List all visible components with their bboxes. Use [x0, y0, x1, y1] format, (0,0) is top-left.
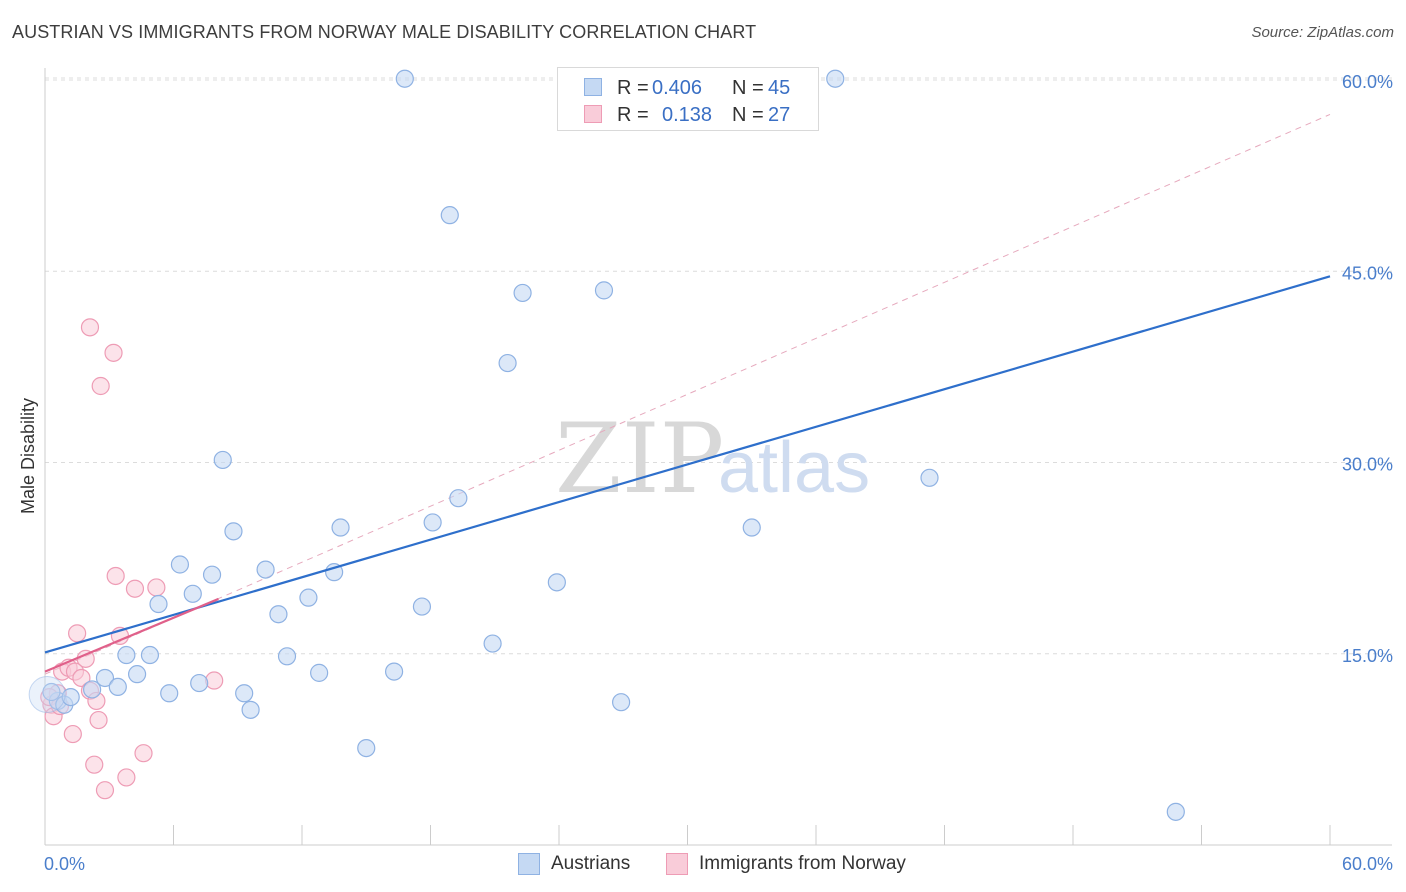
austrian-point	[277, 647, 297, 666]
r-value: 0.138	[662, 104, 713, 126]
y-tick-label: 60.0%	[1342, 72, 1393, 92]
austrian-point	[183, 584, 202, 603]
r-label: R =	[617, 104, 649, 126]
austrian-point	[190, 673, 209, 693]
watermark-zip: ZIP	[555, 403, 724, 515]
norway-points	[40, 318, 224, 800]
austrian-point	[127, 665, 147, 684]
austrian-cluster-point	[28, 676, 66, 714]
pink-swatch-icon	[584, 105, 602, 123]
austrian-point	[384, 662, 404, 681]
austrian-point	[117, 645, 136, 665]
y-tick-label: 30.0%	[1342, 455, 1393, 475]
austrian-point	[83, 680, 102, 699]
norway-point	[125, 579, 145, 598]
norway-point	[80, 318, 100, 337]
austrian-point	[742, 518, 761, 537]
austrian-point	[149, 594, 168, 614]
norway-point	[63, 724, 82, 744]
blue-swatch-icon	[518, 853, 540, 875]
austrian-point	[42, 682, 61, 702]
austrian-point	[325, 563, 344, 582]
austrian-point	[412, 597, 432, 616]
norway-point	[104, 343, 123, 362]
austrian-point	[513, 283, 532, 303]
austrian-point	[1166, 802, 1185, 821]
austrian-point	[95, 668, 115, 688]
austrian-point	[483, 634, 502, 653]
norway-point	[95, 781, 115, 800]
legend-label-norway: Immigrants from Norway	[699, 853, 906, 874]
trend-lines	[44, 275, 1331, 673]
y-axis-label: Male Disability	[18, 398, 38, 514]
austrian-point	[498, 353, 517, 373]
n-value: 27	[768, 104, 791, 126]
stats-legend: R = 0.406 N = 45 R = 0.138 N = 27	[557, 67, 819, 131]
austrian-point	[213, 450, 232, 470]
x-tick-label: 0.0%	[44, 854, 85, 874]
austrian-point	[108, 677, 127, 697]
norway-point	[106, 566, 125, 586]
reference-line	[44, 113, 1331, 675]
norway-point	[205, 671, 224, 690]
norway-point	[68, 624, 87, 643]
y-tick-label: 45.0%	[1342, 263, 1393, 283]
austrian-point	[612, 693, 631, 712]
austrian-point	[826, 69, 845, 88]
austrian-point	[331, 518, 350, 537]
watermark-atlas: atlas	[718, 428, 870, 508]
austrian-point	[170, 555, 190, 574]
n-value: 45	[768, 77, 791, 99]
n-label: N =	[732, 77, 764, 99]
norway-trend-line	[44, 597, 219, 673]
austrian-point	[202, 565, 222, 584]
grid-lines	[45, 77, 1392, 655]
austrian-point	[594, 281, 614, 300]
austrian-point	[547, 573, 566, 592]
y-tick-label: 15.0%	[1342, 646, 1393, 666]
austrian-point	[235, 684, 254, 703]
austrian-point	[269, 605, 288, 624]
norway-point	[72, 668, 91, 688]
austrian-point	[357, 738, 376, 758]
austrian-point	[920, 468, 939, 487]
blue-swatch-icon	[584, 78, 602, 96]
norway-point	[134, 744, 153, 763]
austrian-point	[440, 206, 459, 225]
legend-label-austrians: Austrians	[551, 853, 631, 874]
austrian-point	[299, 588, 318, 607]
r-value: 0.406	[652, 77, 703, 99]
watermark: ZIP atlas	[555, 403, 870, 515]
austrian-point	[395, 69, 414, 88]
dashed-reference-line	[44, 113, 1331, 675]
austrian-point	[224, 522, 243, 541]
austrian-point	[61, 687, 80, 707]
norway-point	[89, 710, 108, 730]
pink-swatch-icon	[666, 853, 688, 875]
x-tick-label: 60.0%	[1342, 854, 1393, 874]
austrian-point	[140, 645, 160, 665]
source-credit: Source: ZipAtlas.com	[1251, 24, 1394, 41]
norway-point	[147, 578, 166, 597]
n-label: N =	[732, 104, 764, 126]
norway-point	[117, 768, 136, 787]
tick-labels: 15.0% 30.0% 45.0% 60.0% 0.0% 60.0%	[44, 72, 1393, 874]
chart-title: AUSTRIAN VS IMMIGRANTS FROM NORWAY MALE …	[12, 22, 757, 42]
norway-point	[85, 755, 104, 774]
austrian-point	[256, 560, 275, 579]
norway-point	[91, 376, 110, 396]
austrian-point	[160, 684, 179, 703]
austrians-points	[28, 69, 1185, 821]
austrian-point	[449, 489, 468, 508]
austrian-point	[423, 513, 442, 532]
austrians-trend-line	[44, 275, 1331, 654]
r-label: R =	[617, 77, 649, 99]
austrian-point	[310, 663, 329, 682]
austrian-point	[241, 700, 260, 719]
